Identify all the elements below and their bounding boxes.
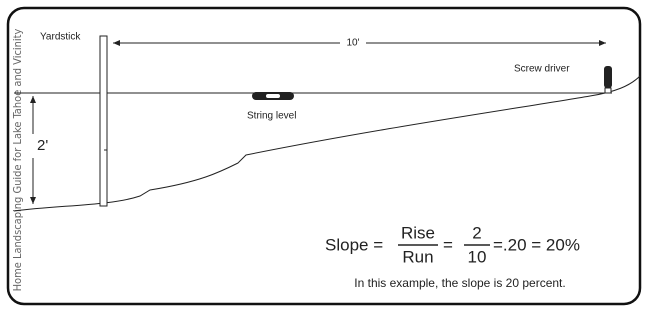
yardstick-label: Yardstick	[40, 32, 81, 43]
side-text: Home Landscaping Guide for Lake Tahoe an…	[11, 28, 24, 291]
height-label: 2'	[37, 137, 48, 154]
yardstick	[100, 36, 107, 206]
diagram: Home Landscaping Guide for Lake Tahoe an…	[0, 0, 648, 312]
caption: In this example, the slope is 20 percent…	[354, 276, 565, 290]
screw-driver-tip	[605, 88, 611, 93]
formula-prefix: Slope =	[325, 235, 383, 254]
screw-driver-label: Screw driver	[514, 64, 570, 75]
numerator: 2	[472, 223, 481, 242]
string-level-label: String level	[247, 111, 296, 122]
distance-label: 10'	[346, 38, 359, 49]
denominator: 10	[468, 247, 487, 266]
screw-driver	[604, 66, 612, 88]
equals: =	[443, 235, 453, 254]
formula-result: =.20 = 20%	[493, 235, 580, 254]
denominator: Run	[402, 247, 433, 266]
bubble	[266, 94, 280, 98]
numerator: Rise	[401, 223, 435, 242]
